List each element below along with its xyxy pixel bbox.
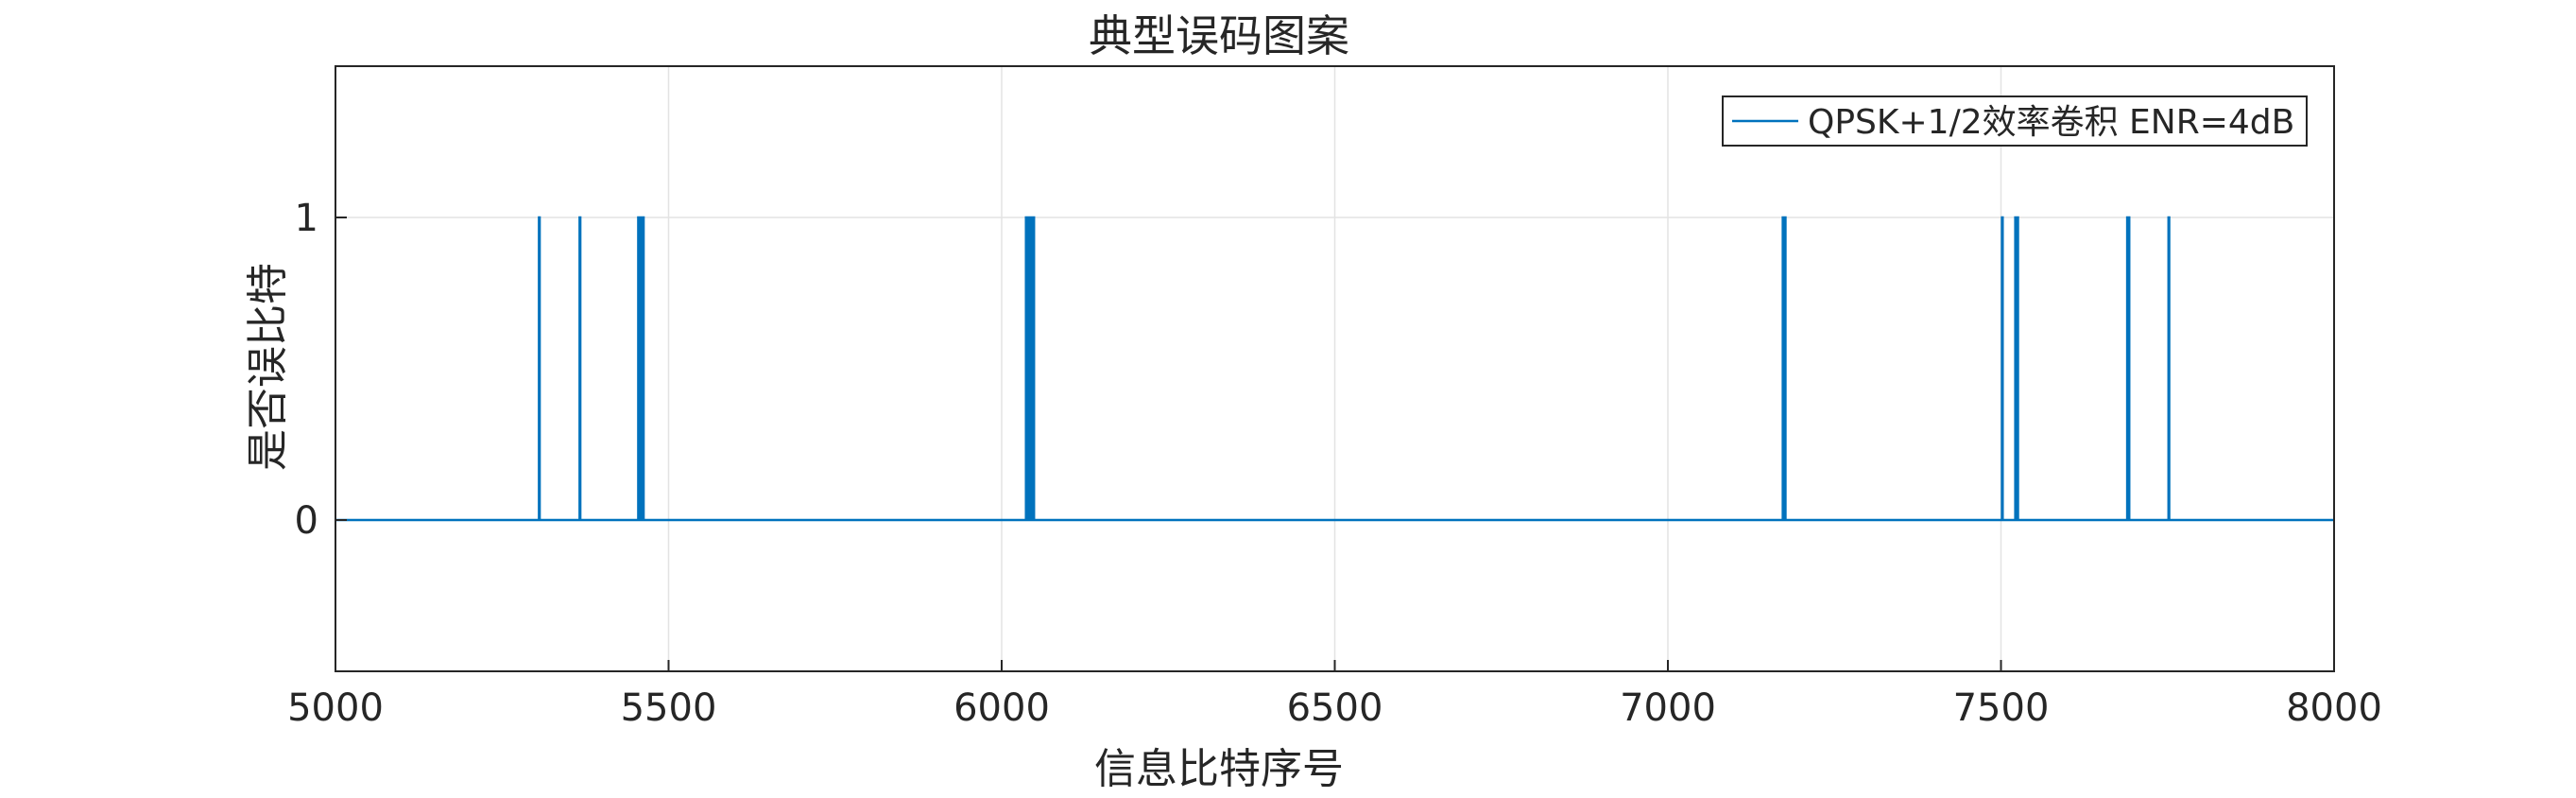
y-axis-label: 是否误比特 (244, 263, 292, 471)
x-tick-label: 8000 (2286, 686, 2382, 730)
chart-title: 典型误码图案 (1089, 10, 1349, 61)
x-tick-label: 7500 (1953, 686, 2050, 730)
legend-label: QPSK+1/2效率卷积 ENR=4dB (1808, 103, 2294, 142)
plot-area (335, 216, 2334, 522)
grid (335, 66, 2335, 671)
x-tick-label: 6500 (1287, 686, 1383, 730)
axis-ticks: 5000 5500 6000 6500 7000 7500 8000 0 1 (287, 197, 2382, 730)
x-tick-label: 7000 (1620, 686, 1716, 730)
legend-box (1722, 95, 2308, 147)
legend: QPSK+1/2效率卷积 ENR=4dB (1722, 95, 2308, 147)
y-tick-label: 1 (295, 197, 318, 240)
x-tick-label: 5500 (621, 686, 717, 730)
x-axis-label: 信息比特序号 (1094, 745, 1344, 793)
x-tick-label: 6000 (953, 686, 1050, 730)
y-tick-label: 0 (295, 499, 318, 543)
x-tick-label: 5000 (287, 686, 384, 730)
